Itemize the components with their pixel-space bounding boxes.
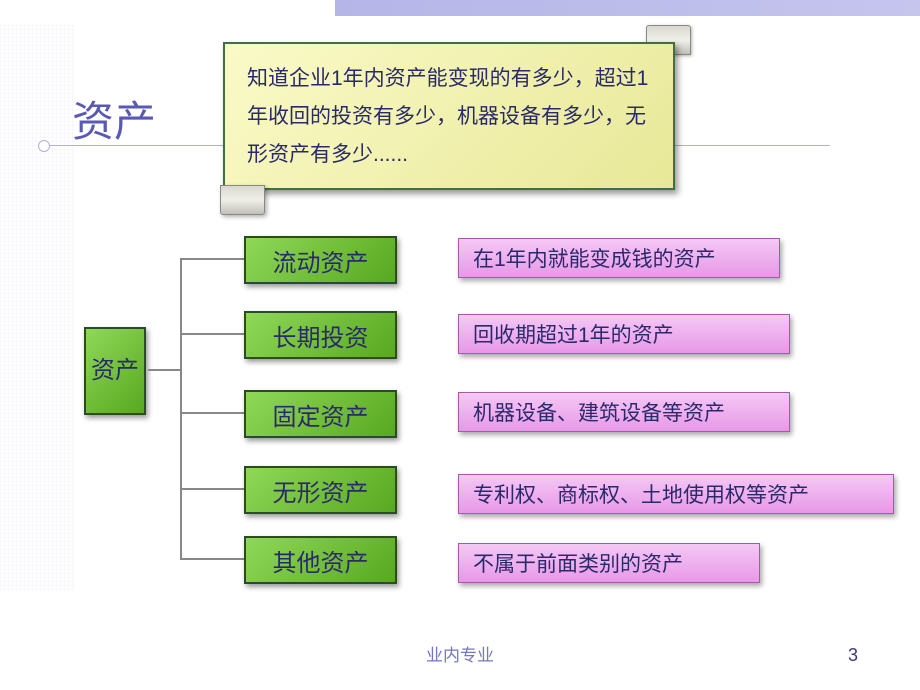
category-node: 固定资产 — [244, 390, 397, 438]
category-node: 长期投资 — [244, 311, 397, 359]
category-node: 其他资产 — [244, 536, 397, 584]
page-number: 3 — [848, 645, 858, 666]
scroll-callout: 知道企业1年内资产能变现的有多少，超过1年收回的投资有多少，机器设备有多少，无形… — [223, 37, 688, 197]
connector-line — [148, 369, 182, 371]
category-node: 无形资产 — [244, 466, 397, 514]
footer-text: 业内专业 — [426, 641, 494, 666]
category-description: 回收期超过1年的资产 — [458, 314, 790, 354]
connector-line — [180, 258, 182, 560]
tree-root-node: 资产 — [84, 327, 146, 415]
category-description: 专利权、商标权、土地使用权等资产 — [458, 474, 894, 514]
category-node: 流动资产 — [244, 236, 397, 284]
title-dot-icon — [38, 140, 50, 152]
scroll-text: 知道企业1年内资产能变现的有多少，超过1年收回的投资有多少，机器设备有多少，无形… — [223, 42, 675, 190]
category-description: 在1年内就能变成钱的资产 — [458, 238, 780, 278]
connector-line — [180, 558, 244, 560]
category-description: 不属于前面类别的资产 — [458, 543, 760, 583]
scroll-bottom-roll-icon — [220, 185, 265, 215]
connector-line — [180, 258, 244, 260]
page-title: 资产 — [72, 88, 156, 149]
connector-line — [180, 488, 244, 490]
category-description: 机器设备、建筑设备等资产 — [458, 392, 790, 432]
top-accent-bar — [335, 0, 920, 16]
connector-line — [180, 333, 244, 335]
side-pattern — [0, 25, 75, 590]
connector-line — [180, 412, 244, 414]
